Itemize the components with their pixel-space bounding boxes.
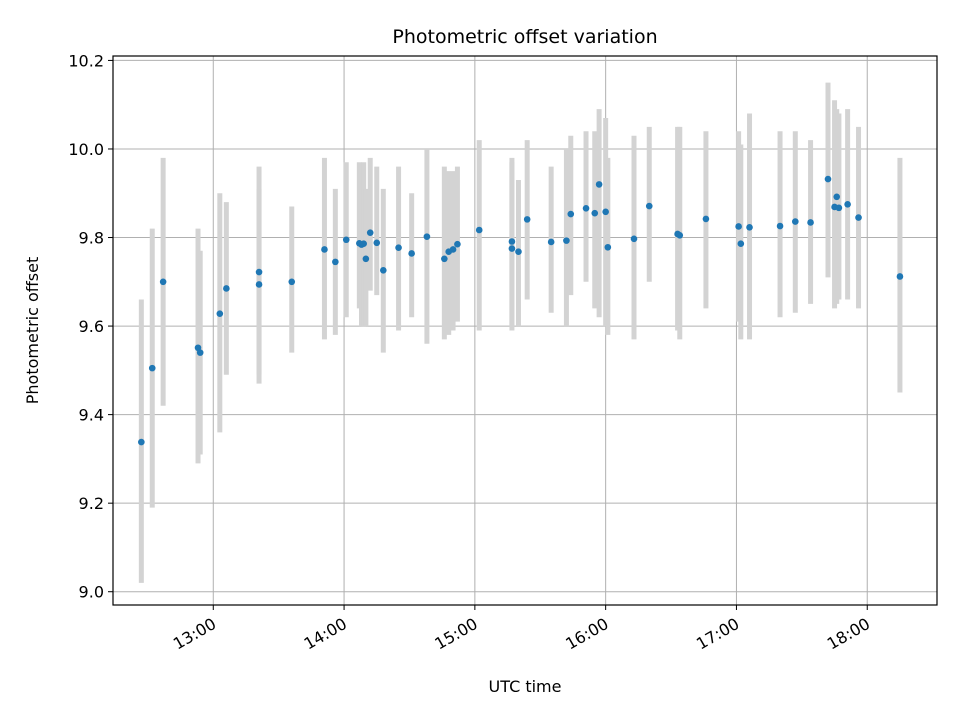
y-tick-label: 9.2	[79, 494, 104, 513]
data-point	[776, 222, 784, 230]
data-point	[380, 266, 387, 274]
grid-lines	[113, 56, 937, 605]
data-point	[475, 226, 483, 234]
x-tick-label: 13:00	[170, 614, 219, 654]
x-tick-label: 16:00	[562, 614, 611, 654]
x-tick-label: 18:00	[824, 614, 873, 654]
data-point	[563, 237, 570, 244]
data-point	[792, 218, 799, 225]
data-point	[602, 208, 609, 216]
x-tick-label: 14:00	[301, 614, 350, 654]
data-point	[423, 233, 431, 240]
y-tick-label: 10.0	[68, 140, 104, 159]
data-point	[321, 246, 328, 253]
data-point	[148, 364, 156, 372]
data-point	[735, 223, 742, 230]
data-points	[138, 175, 904, 446]
data-point	[449, 246, 457, 253]
data-point	[360, 240, 367, 248]
data-point	[645, 202, 653, 210]
data-point	[824, 175, 832, 183]
y-tick-label: 10.2	[68, 51, 104, 70]
data-point	[896, 273, 904, 280]
data-point	[567, 210, 575, 218]
data-point	[508, 238, 516, 245]
y-tick-label: 9.8	[79, 229, 104, 248]
data-point	[835, 204, 843, 212]
y-tick-label: 9.0	[79, 583, 104, 602]
plot-frame	[112, 55, 938, 606]
data-point	[362, 255, 370, 263]
data-point	[159, 278, 167, 286]
error-bars	[138, 82, 903, 583]
data-point	[373, 239, 381, 247]
data-point	[591, 209, 599, 217]
data-point	[366, 229, 374, 236]
data-point	[737, 240, 745, 248]
data-point	[255, 281, 263, 288]
data-point	[255, 268, 263, 276]
data-point	[833, 193, 841, 201]
y-axis-title: Photometric offset	[23, 257, 42, 405]
data-point	[223, 285, 230, 292]
data-point	[855, 214, 862, 221]
data-point	[395, 244, 402, 252]
data-point	[332, 258, 339, 266]
data-point	[454, 240, 461, 248]
data-point	[702, 215, 710, 223]
data-point	[515, 248, 522, 255]
x-axis-ticks: 13:00 14:00 15:00 16:00 17:00 18:00	[170, 605, 873, 654]
data-point	[441, 255, 448, 263]
data-point	[844, 201, 851, 208]
data-point	[547, 238, 555, 246]
x-axis-title: UTC time	[489, 677, 562, 696]
x-tick-label: 15:00	[431, 614, 480, 654]
y-axis-ticks: 9.0 9.2 9.4 9.6 9.8 10.0 10.2	[68, 51, 113, 602]
data-point	[595, 181, 603, 188]
data-point	[746, 224, 753, 231]
data-point	[582, 205, 590, 212]
y-tick-label: 9.4	[79, 406, 104, 425]
x-tick-label: 17:00	[693, 614, 742, 654]
data-point	[676, 232, 684, 239]
data-point	[630, 235, 638, 243]
data-point	[408, 250, 415, 257]
chart-title: Photometric offset variation	[392, 26, 657, 48]
data-point	[288, 278, 296, 286]
data-point	[508, 245, 516, 252]
data-point	[342, 236, 350, 244]
data-point	[807, 219, 814, 226]
data-point	[523, 216, 531, 223]
data-point	[216, 310, 224, 317]
data-point	[604, 243, 612, 251]
y-tick-label: 9.6	[79, 317, 104, 336]
data-point	[138, 438, 145, 446]
data-point	[196, 349, 204, 356]
